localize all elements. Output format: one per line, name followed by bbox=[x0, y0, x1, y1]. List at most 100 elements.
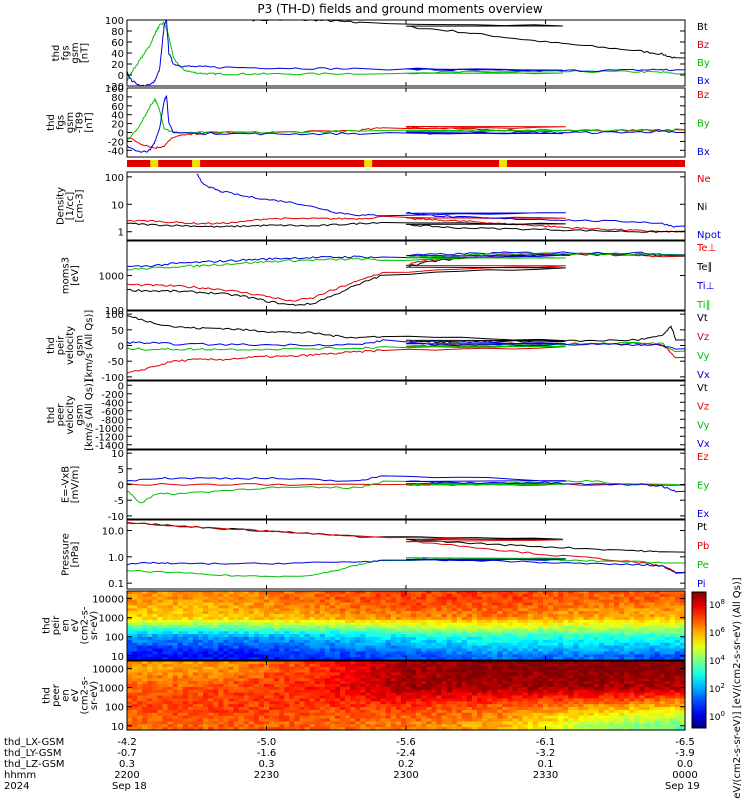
spectrogram-cell bbox=[329, 684, 336, 688]
spectrogram-cell bbox=[507, 611, 514, 615]
spectrogram-cell bbox=[497, 689, 503, 694]
spectrogram-cell bbox=[142, 686, 148, 691]
spectrogram-cell bbox=[502, 661, 509, 665]
spectrogram-cell bbox=[192, 661, 199, 665]
spectrogram-cell bbox=[522, 718, 529, 722]
spectrogram-cell bbox=[674, 611, 681, 615]
spectrogram-cell bbox=[649, 642, 656, 647]
spectrogram-cell bbox=[558, 616, 564, 621]
spectrogram-cell bbox=[502, 608, 509, 612]
spectrogram-cell bbox=[182, 661, 189, 665]
spectrogram-cell bbox=[157, 614, 164, 618]
spectrogram-cell bbox=[456, 689, 463, 694]
spectrogram-cell bbox=[350, 695, 356, 699]
spectrogram-cell bbox=[588, 593, 595, 598]
spectrogram-cell bbox=[624, 639, 630, 644]
spectrogram-cell bbox=[208, 628, 214, 632]
spectrogram-cell bbox=[192, 666, 199, 671]
spectrogram-cell bbox=[426, 625, 432, 629]
spectrogram-cell bbox=[395, 704, 402, 708]
spectrogram-cell bbox=[624, 648, 630, 652]
spectrogram-cell bbox=[157, 709, 164, 714]
spectrogram-cell bbox=[127, 634, 133, 638]
spectrogram-cell bbox=[213, 637, 219, 641]
spectrogram-cell bbox=[532, 616, 539, 621]
spectrogram-cell bbox=[319, 684, 326, 688]
spectrogram-cell bbox=[289, 675, 295, 679]
spectrogram-cell bbox=[385, 678, 392, 682]
spectrogram-cell bbox=[345, 599, 351, 604]
spectrogram-cell bbox=[299, 608, 306, 612]
spectrogram-cell bbox=[461, 663, 468, 668]
spectrogram-cell bbox=[649, 645, 656, 650]
spectrogram-cell bbox=[548, 669, 554, 674]
spectrogram-cell bbox=[659, 596, 666, 601]
spectrogram-cell bbox=[187, 608, 194, 612]
spectrogram-cell bbox=[390, 648, 397, 652]
spectrogram-cell bbox=[355, 599, 361, 604]
spectrogram-cell bbox=[157, 602, 164, 606]
spectrogram-cell bbox=[400, 715, 407, 720]
spectrogram-cell bbox=[162, 712, 169, 717]
spectrogram-cell bbox=[390, 605, 397, 609]
spectrogram-cell bbox=[416, 698, 422, 702]
spectrogram-cell bbox=[340, 634, 346, 638]
spectrogram-cell bbox=[345, 663, 351, 668]
spectrogram-cell bbox=[167, 672, 174, 676]
spectrogram-cell bbox=[492, 648, 498, 652]
spectrogram-cell bbox=[208, 724, 214, 728]
spectrogram-cell bbox=[654, 628, 661, 632]
spectrogram-cell bbox=[664, 651, 671, 655]
spectrogram-cell bbox=[223, 661, 230, 665]
spectrogram-cell bbox=[132, 681, 138, 685]
spectrogram-cell bbox=[284, 634, 290, 638]
spectrogram-cell bbox=[177, 616, 184, 621]
spectrogram-cell bbox=[142, 614, 148, 618]
spectrogram-cell bbox=[360, 605, 366, 609]
legend-Bx: Bx bbox=[697, 76, 710, 87]
spectrogram-cell bbox=[614, 631, 620, 635]
spectrogram-cell bbox=[365, 628, 372, 632]
spectrogram-cell bbox=[426, 684, 432, 688]
spectrogram-cell bbox=[629, 648, 635, 652]
spectrogram-cell bbox=[345, 724, 351, 728]
spectrogram-cell bbox=[314, 596, 321, 601]
spectrogram-cell bbox=[192, 684, 199, 688]
spectrogram-cell bbox=[522, 695, 529, 699]
spectrogram-cell bbox=[329, 654, 336, 658]
spectrogram-cell bbox=[375, 686, 382, 691]
spectrogram-cell bbox=[264, 634, 270, 638]
spectrogram-cell bbox=[274, 645, 280, 650]
spectrogram-cell bbox=[248, 605, 255, 609]
spectrogram-cell bbox=[360, 611, 366, 615]
spectrogram-cell bbox=[238, 608, 245, 612]
spectrogram-cell bbox=[603, 645, 610, 650]
spectrogram-cell bbox=[167, 689, 174, 694]
spectrogram-cell bbox=[370, 681, 377, 685]
spectrogram-cell bbox=[679, 591, 686, 595]
spectrogram-cell bbox=[218, 657, 224, 661]
spectrogram-cell bbox=[679, 637, 686, 641]
spectrogram-cell bbox=[436, 602, 443, 606]
spectrogram-cell bbox=[365, 616, 372, 621]
spectrogram-cell bbox=[543, 593, 549, 598]
spectrogram-cell bbox=[132, 625, 138, 629]
spectrogram-cell bbox=[497, 616, 503, 621]
spectrogram-cell bbox=[167, 724, 174, 728]
spectrogram-cell bbox=[324, 724, 331, 728]
spectrogram-cell bbox=[365, 622, 372, 627]
spectrogram-cell bbox=[385, 593, 392, 598]
spectrogram-cell bbox=[248, 661, 255, 665]
spectrogram-cell bbox=[553, 616, 559, 621]
spectrogram-cell bbox=[279, 684, 285, 688]
spectrogram-cell bbox=[223, 657, 230, 661]
spectrogram-cell bbox=[142, 721, 148, 725]
spectrogram-cell bbox=[279, 631, 285, 635]
spectrogram-cell bbox=[289, 639, 295, 644]
quality-mark bbox=[499, 160, 507, 167]
spectrogram-cell bbox=[253, 605, 260, 609]
spectrogram-cell bbox=[309, 616, 316, 621]
spectrogram-cell bbox=[619, 657, 625, 661]
spectrogram-cell bbox=[406, 634, 412, 638]
